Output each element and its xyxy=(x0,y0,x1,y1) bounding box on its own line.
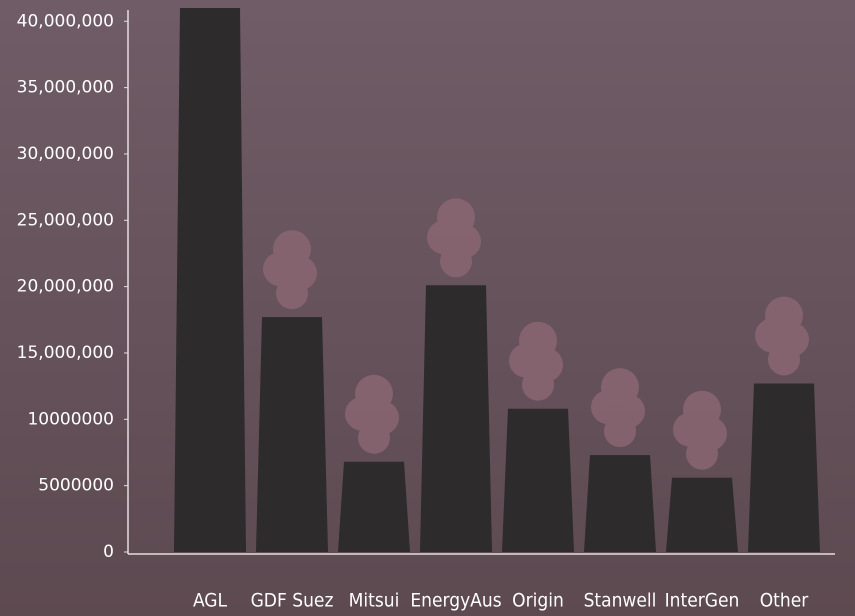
smoke-puff xyxy=(601,368,639,407)
bar xyxy=(174,8,246,552)
x-tick-label: AGL xyxy=(193,590,228,612)
smoke xyxy=(345,374,399,454)
smoke-puff xyxy=(683,390,721,429)
y-tick-label: 10000000 xyxy=(27,409,114,429)
smoke-puff xyxy=(355,374,393,413)
x-tick-label: Stanwell xyxy=(584,590,657,612)
y-tick-label: 15,000,000 xyxy=(17,343,114,363)
y-tick-label: 35,000,000 xyxy=(17,78,114,98)
x-tick-label: Origin xyxy=(512,590,564,612)
y-tick-label: 40,000,000 xyxy=(17,11,114,31)
y-tick-label: 25,000,000 xyxy=(17,210,114,230)
x-tick-label: Other xyxy=(760,590,810,612)
bar xyxy=(256,317,328,552)
smoke-puff xyxy=(519,321,557,360)
bar xyxy=(502,408,574,552)
smoke xyxy=(755,296,809,376)
bar xyxy=(584,455,656,552)
y-tick-label: 30,000,000 xyxy=(17,144,114,164)
y-tick-label: 20,000,000 xyxy=(17,277,114,297)
y-tick-label: 5000000 xyxy=(38,476,114,496)
x-tick-label: EnergyAus xyxy=(410,590,501,612)
smoke-puff xyxy=(437,198,475,237)
y-tick-label: 0 xyxy=(103,542,114,562)
x-tick-label: InterGen xyxy=(665,590,740,612)
x-tick-label: Mitsui xyxy=(349,590,400,612)
smoke-puff xyxy=(273,230,311,269)
bar xyxy=(338,461,410,552)
smoke xyxy=(263,230,317,310)
bar xyxy=(420,285,492,552)
smoke-puff xyxy=(765,296,803,335)
smoke xyxy=(427,198,481,278)
smoke xyxy=(591,368,645,448)
smoke xyxy=(673,390,727,470)
bar xyxy=(666,477,738,552)
smoke xyxy=(509,321,563,401)
x-tick-label: GDF Suez xyxy=(251,590,334,612)
bar xyxy=(748,383,820,552)
